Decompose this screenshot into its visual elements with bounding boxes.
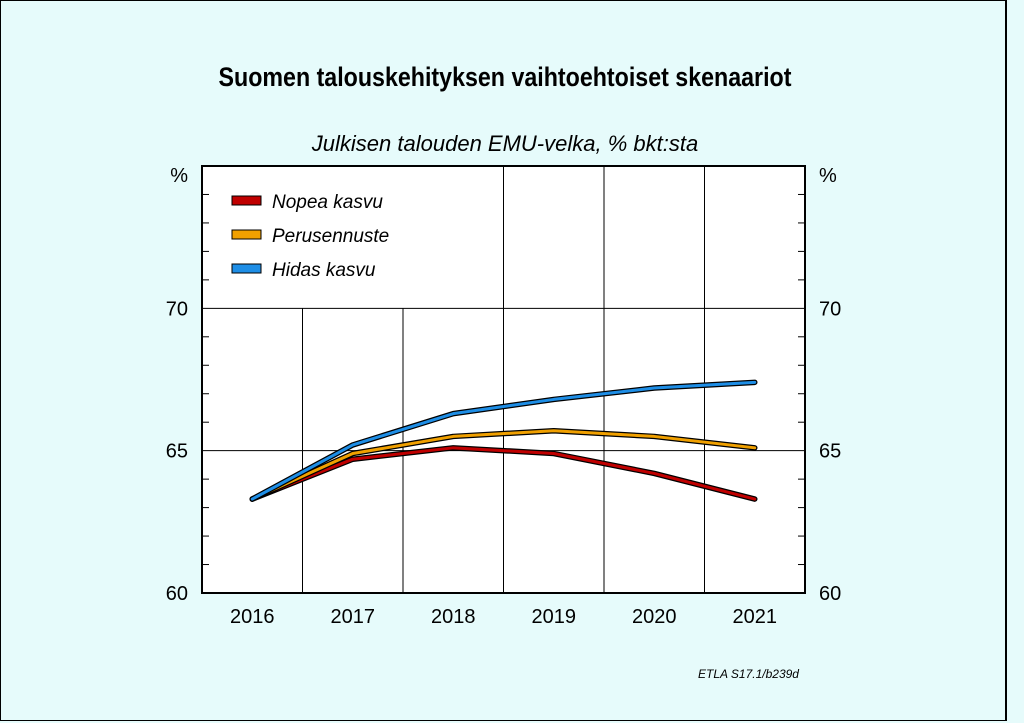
legend-label: Perusennuste <box>272 226 389 247</box>
chart-subtitle: Julkisen talouden EMU-velka, % bkt:sta <box>311 131 699 156</box>
series-line <box>250 380 757 501</box>
y-tick-label-left: 60 <box>166 583 188 605</box>
legend-swatch <box>231 263 262 274</box>
y-tick-label-left: 65 <box>166 441 188 463</box>
legend-label: Hidas kasvu <box>272 260 376 281</box>
y-tick-label-right: 60 <box>819 583 841 605</box>
chart-title: Suomen talouskehityksen vaihtoehtoiset s… <box>218 62 792 92</box>
x-tick-label: 2017 <box>331 606 376 628</box>
series-line <box>250 429 757 501</box>
x-tick-label: 2016 <box>230 606 275 628</box>
legend-swatch <box>231 195 262 206</box>
source-label: ETLA S17.1/b239d <box>698 667 799 681</box>
plot-border <box>201 165 806 594</box>
y-tick-label-right: 65 <box>819 441 841 463</box>
series-line <box>250 446 757 501</box>
x-tick-label: 2020 <box>632 606 677 628</box>
x-tick-label: 2018 <box>431 606 476 628</box>
x-tick-label: 2019 <box>532 606 577 628</box>
y-tick-label-left: 70 <box>166 298 188 320</box>
y-unit-right: % <box>819 165 837 187</box>
y-tick-label-right: 70 <box>819 298 841 320</box>
legend-swatch <box>231 229 262 240</box>
y-unit-left: % <box>170 165 188 187</box>
x-tick-label: 2021 <box>733 606 778 628</box>
legend-label: Nopea kasvu <box>272 192 383 213</box>
